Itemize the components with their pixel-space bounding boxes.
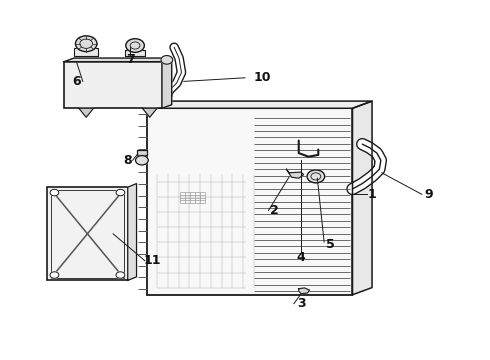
Bar xyxy=(74,48,98,56)
Bar xyxy=(137,149,147,155)
Polygon shape xyxy=(287,169,304,178)
Circle shape xyxy=(307,170,325,183)
Circle shape xyxy=(75,36,97,51)
Circle shape xyxy=(136,156,148,165)
Polygon shape xyxy=(79,108,94,117)
Polygon shape xyxy=(147,101,372,108)
Text: 3: 3 xyxy=(297,297,305,310)
Text: 7: 7 xyxy=(126,53,135,66)
Bar xyxy=(125,50,145,56)
Text: 2: 2 xyxy=(270,204,279,217)
Polygon shape xyxy=(352,101,372,295)
Text: 11: 11 xyxy=(144,254,161,267)
Polygon shape xyxy=(299,288,310,294)
Text: 8: 8 xyxy=(123,154,132,167)
Text: 4: 4 xyxy=(297,251,306,264)
Circle shape xyxy=(116,189,125,196)
Text: 9: 9 xyxy=(424,188,433,201)
Text: 6: 6 xyxy=(72,75,81,88)
Circle shape xyxy=(126,39,145,52)
Polygon shape xyxy=(64,58,172,62)
Text: 1: 1 xyxy=(368,188,376,201)
Bar xyxy=(64,62,162,108)
Circle shape xyxy=(50,272,59,278)
Circle shape xyxy=(116,272,125,278)
Polygon shape xyxy=(128,184,137,280)
Text: 5: 5 xyxy=(326,238,335,251)
Circle shape xyxy=(161,55,172,64)
Circle shape xyxy=(50,189,59,196)
Polygon shape xyxy=(162,58,172,108)
Text: 10: 10 xyxy=(253,71,271,84)
Polygon shape xyxy=(143,108,157,117)
Bar xyxy=(147,108,352,295)
Bar xyxy=(47,187,128,280)
Bar xyxy=(51,190,124,278)
